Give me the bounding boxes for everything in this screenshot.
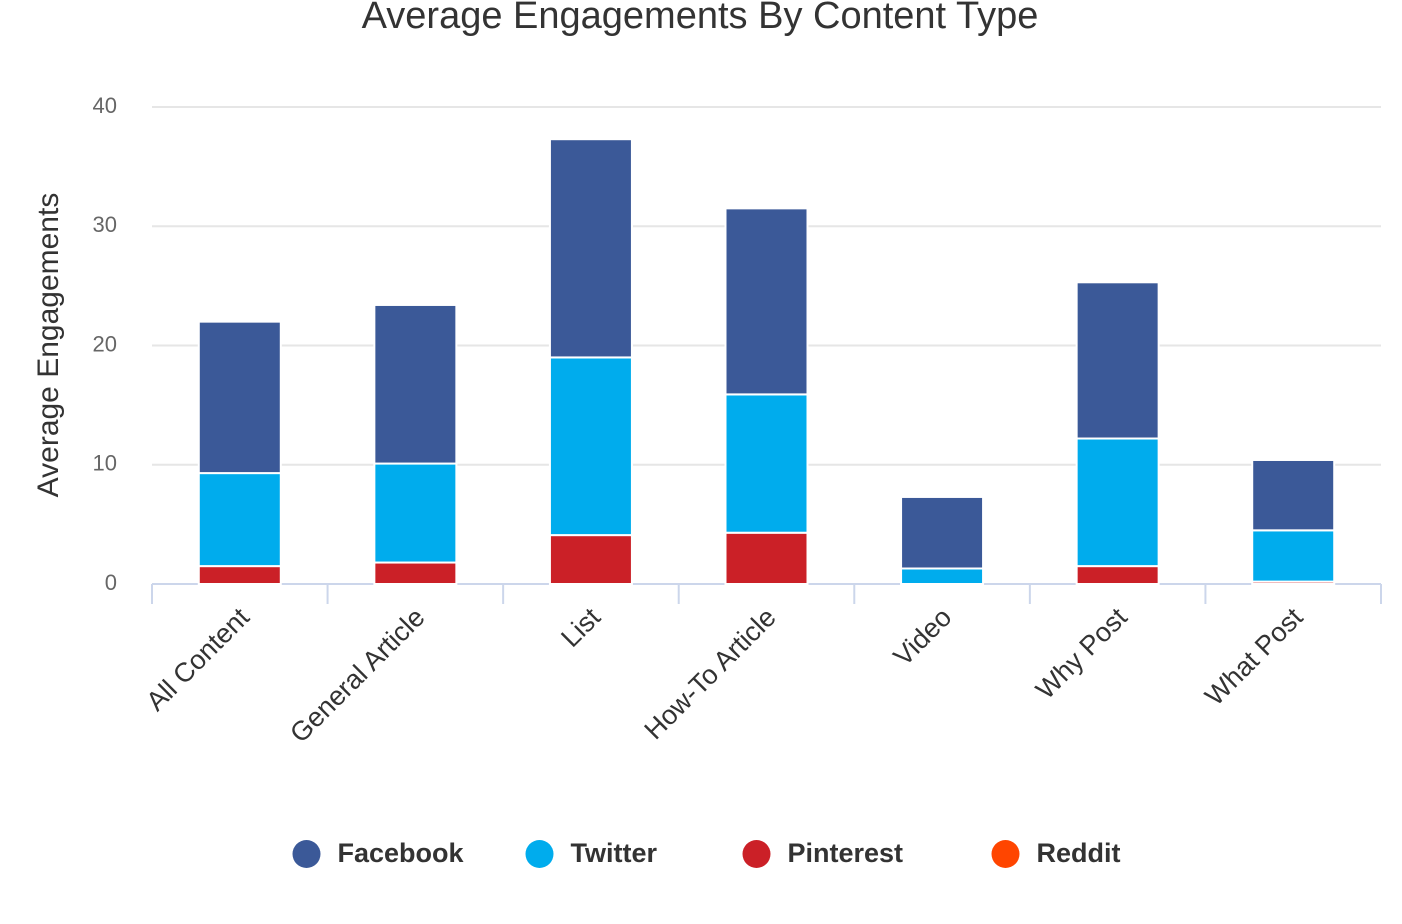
bar-segment (1075, 281, 1160, 440)
bar-segment (900, 567, 985, 585)
legend-marker (742, 840, 771, 868)
bar-segment (900, 495, 985, 570)
legend-label: Pinterest (788, 838, 904, 868)
y-tick-label: 40 (93, 93, 117, 118)
legend-label: Facebook (338, 838, 465, 868)
bar-segment (548, 138, 633, 359)
bar-segment (373, 462, 458, 564)
bar-segment (373, 561, 458, 585)
bar-segment (724, 393, 809, 534)
chart-title: Average Engagements By Content Type (362, 0, 1039, 37)
y-tick-label: 10 (93, 451, 117, 476)
y-tick-label: 20 (93, 331, 117, 356)
legend-marker (292, 840, 321, 868)
x-tick-label: General Article (284, 602, 430, 748)
x-tick-label: Video (888, 602, 958, 672)
bar-segment (548, 356, 633, 537)
bar-segment (548, 534, 633, 585)
bar-segment (197, 472, 282, 568)
x-tick-label: What Post (1199, 602, 1309, 712)
x-tick-label: List (555, 602, 606, 653)
bar-segment (724, 207, 809, 396)
x-tick-label: How-To Article (639, 602, 782, 745)
bar-segment (197, 565, 282, 585)
bar-segment (373, 303, 458, 465)
bar-segment (1251, 529, 1336, 583)
y-tick-label: 30 (93, 212, 117, 237)
y-tick-label: 0 (105, 570, 117, 595)
x-tick-label: Why Post (1030, 602, 1133, 705)
legend-label: Twitter (571, 838, 658, 868)
legend-marker (525, 840, 554, 868)
legend-label: Reddit (1037, 838, 1121, 868)
bar-segment (197, 320, 282, 475)
legend-marker (991, 840, 1020, 868)
y-axis-label: Average Engagements (32, 193, 65, 498)
bar-segment (724, 531, 809, 585)
bar-segment (1251, 458, 1336, 532)
bar-segment (1075, 437, 1160, 568)
x-tick-label: All Content (140, 602, 255, 717)
bar-segment (1075, 565, 1160, 585)
